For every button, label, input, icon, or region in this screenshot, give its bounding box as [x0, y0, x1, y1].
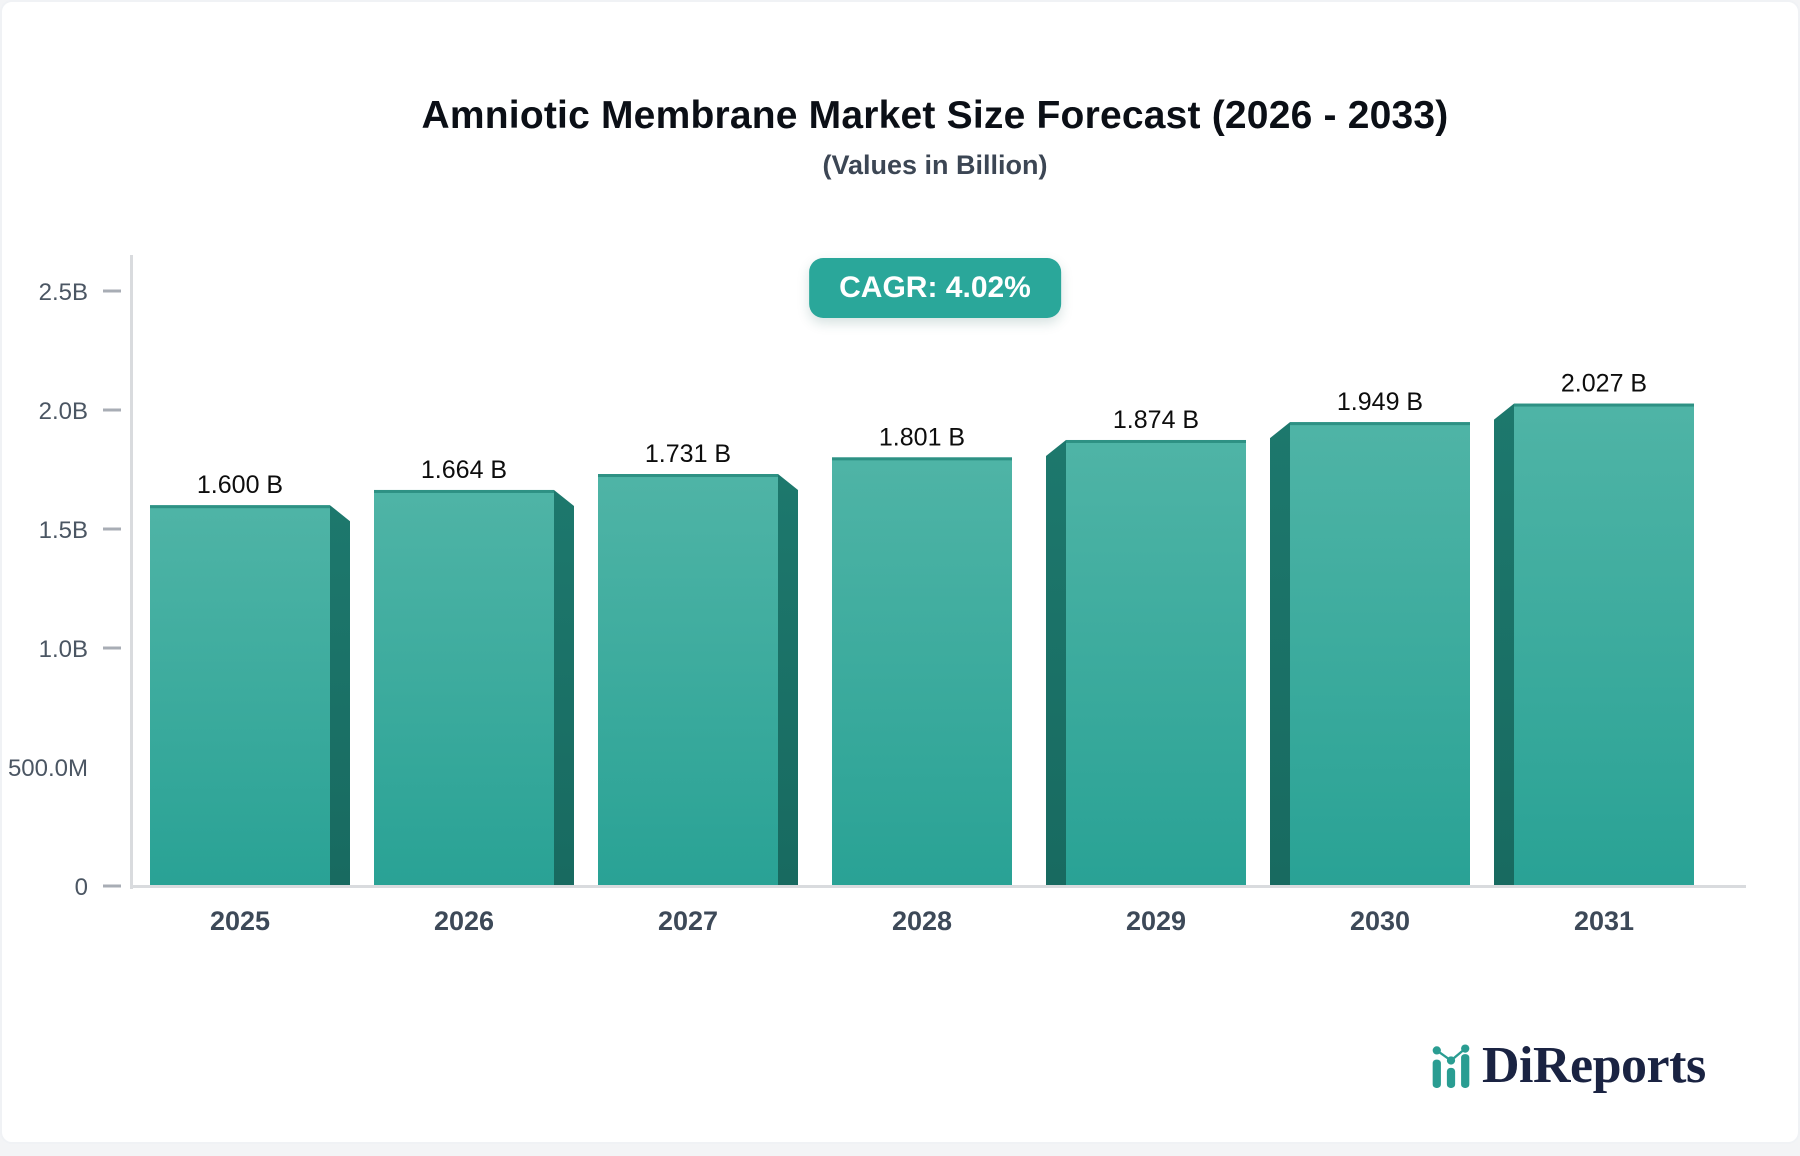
bar-2027 [598, 474, 798, 886]
x-axis-line [130, 885, 1746, 888]
bar-series [150, 403, 1694, 886]
bar-side-face [1270, 422, 1290, 886]
bar-2026 [374, 489, 574, 886]
x-tick-label: 2028 [892, 906, 952, 936]
cagr-badge: CAGR: 4.02% [809, 258, 1061, 318]
y-tick-label: 2.5B [39, 279, 88, 306]
bar-face[interactable] [374, 489, 554, 886]
direports-logo-text: DiReports [1482, 1037, 1706, 1094]
x-tick-label: 2029 [1126, 906, 1186, 936]
bar-face[interactable] [598, 474, 778, 886]
y-tick-mark [103, 527, 121, 531]
bar-face[interactable] [150, 505, 330, 886]
bar-value-label: 1.874 B [1113, 406, 1199, 434]
bar-value-label: 1.731 B [645, 440, 731, 468]
bar-value-label: 2.027 B [1561, 370, 1647, 398]
x-tick-label: 2027 [658, 906, 718, 936]
bar-2031 [1494, 403, 1694, 886]
y-tick-mark [103, 408, 121, 412]
bar-side-face [1494, 403, 1514, 886]
direports-logo[interactable]: DiReports [1430, 1038, 1706, 1094]
bar-value-label: 1.949 B [1337, 388, 1423, 416]
bar-top-edge [598, 474, 778, 478]
bar-side-face [554, 489, 574, 886]
y-tick-label: 0 [75, 874, 88, 901]
bar-value-label: 1.801 B [879, 423, 965, 451]
y-axis-line [130, 255, 133, 889]
chart-title: Amniotic Membrane Market Size Forecast (… [421, 94, 1449, 137]
y-tick-label: 500.0M [8, 755, 88, 782]
bar-2025 [150, 505, 350, 886]
bar-value-label: 1.664 B [421, 456, 507, 484]
bar-face[interactable] [832, 457, 1012, 886]
bar-2028 [832, 457, 1012, 886]
labels-layer: 1.600 B 2025 1.664 B 2026 1.731 B 2027 1.801 B… [197, 370, 1647, 936]
x-tick-label: 2031 [1574, 906, 1634, 936]
bar-value-label: 1.600 B [197, 471, 283, 499]
bar-2029 [1046, 439, 1246, 886]
y-tick-label: 1.5B [39, 517, 88, 544]
x-tick-label: 2026 [434, 906, 494, 936]
y-tick-label: 1.0B [39, 636, 88, 663]
bar-top-edge [150, 505, 330, 509]
y-tick-mark [103, 884, 121, 888]
bar-side-face [778, 474, 798, 886]
bar-top-edge [1290, 422, 1470, 426]
bar-face[interactable] [1290, 422, 1470, 886]
bar-top-edge [832, 457, 1012, 461]
bar-top-edge [1514, 403, 1694, 407]
axes: 0 500.0M 1.0B 1.5B 2.0B 2.5B [8, 255, 133, 901]
y-tick-label: 2.0B [39, 398, 88, 425]
x-tick-label: 2025 [210, 906, 270, 936]
bar-top-edge [1066, 439, 1246, 443]
bar-face[interactable] [1514, 403, 1694, 886]
y-tick-mark [103, 289, 121, 293]
baseline-layer [130, 885, 1746, 888]
chart-subtitle: (Values in Billion) [822, 150, 1048, 180]
bar-2030 [1270, 422, 1470, 886]
bar-side-face [1046, 439, 1066, 886]
y-tick-mark [103, 646, 121, 650]
bar-line-chart-icon [1432, 1044, 1470, 1088]
bar-top-edge [374, 489, 554, 493]
x-tick-label: 2030 [1350, 906, 1410, 936]
bar-side-face [330, 505, 350, 886]
bar-face[interactable] [1066, 439, 1246, 886]
